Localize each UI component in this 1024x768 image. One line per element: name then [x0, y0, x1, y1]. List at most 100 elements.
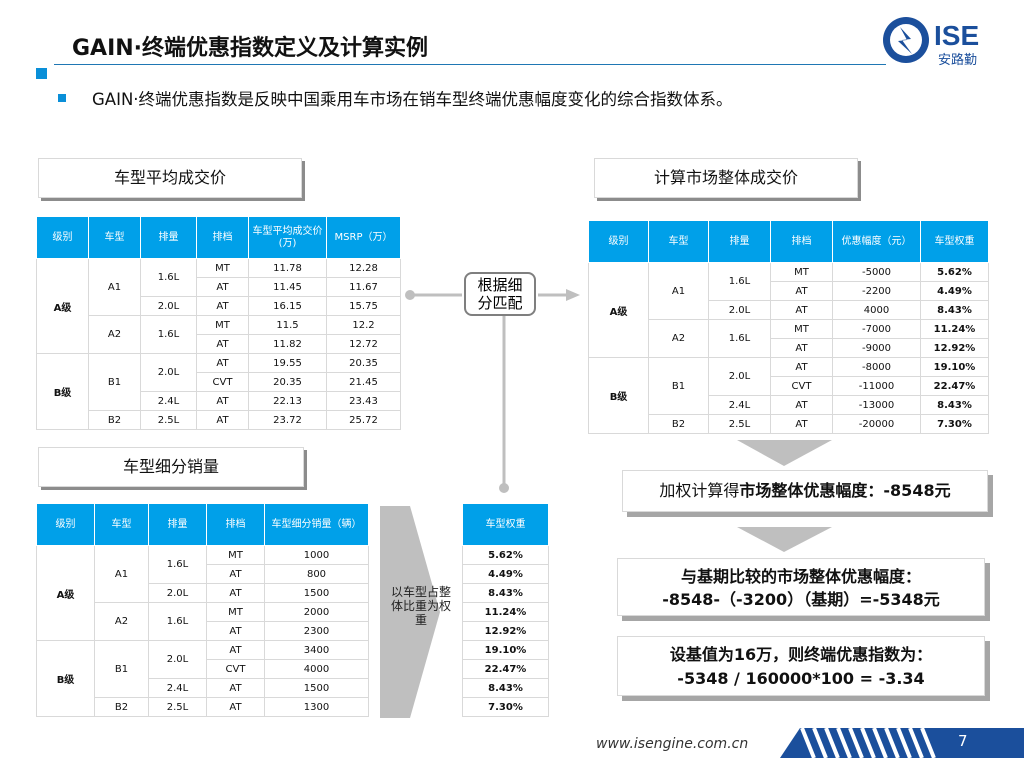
table-cell: 11.24%: [920, 319, 989, 339]
table-cell: AT: [770, 414, 833, 434]
table-cell: MT: [206, 602, 265, 622]
table-cell: 1.6L: [140, 258, 197, 297]
table-cell: 21.45: [326, 372, 401, 392]
result-weighted-discount: 加权计算得市场整体优惠幅度：-8548元: [622, 470, 988, 512]
table-header: 车型权重: [920, 220, 989, 263]
table-cell: 11.24%: [462, 602, 549, 622]
table-cell: B级: [588, 357, 649, 434]
table-cell: -8000: [832, 357, 921, 377]
table-cell: -7000: [832, 319, 921, 339]
table-cell: A级: [36, 258, 89, 354]
table-header: 车型: [648, 220, 709, 263]
table-cell: 8.43%: [920, 395, 989, 415]
table-cell: MT: [770, 262, 833, 282]
corner-square-icon: [36, 68, 47, 79]
table-cell: AT: [196, 391, 249, 411]
table-cell: A级: [588, 262, 649, 358]
table-cell: AT: [196, 353, 249, 373]
table-cell: 22.47%: [920, 376, 989, 396]
table-cell: 8.43%: [462, 583, 549, 603]
table-cell: 12.72: [326, 334, 401, 354]
table-cell: 25.72: [326, 410, 401, 430]
table-cell: 7.30%: [920, 414, 989, 434]
table-cell: -2200: [832, 281, 921, 301]
table-cell: MT: [770, 319, 833, 339]
table-cell: 11.45: [248, 277, 327, 297]
table-cell: B级: [36, 640, 95, 717]
table-cell: 23.72: [248, 410, 327, 430]
table-cell: CVT: [770, 376, 833, 396]
bullet-square-icon: [58, 94, 66, 102]
table-cell: 2.4L: [148, 678, 207, 698]
table-cell: AT: [196, 410, 249, 430]
table-cell: 11.82: [248, 334, 327, 354]
table-cell: A2: [94, 602, 149, 641]
table-cell: A级: [36, 545, 95, 641]
table-header: 排档: [196, 216, 249, 259]
table-cell: AT: [770, 395, 833, 415]
table-cell: 2.0L: [140, 353, 197, 392]
table-cell: 4.49%: [920, 281, 989, 301]
table-cell: 2.5L: [708, 414, 771, 434]
table-header: 车型权重: [462, 503, 549, 546]
table-cell: 1500: [264, 678, 369, 698]
table-header: 优惠幅度（元）: [832, 220, 921, 263]
table-cell: B2: [94, 697, 149, 717]
table-cell: 1.6L: [148, 545, 207, 584]
table-cell: 8.43%: [920, 300, 989, 320]
table-cell: 1.6L: [148, 602, 207, 641]
result-line: -5348 / 160000*100 = -3.34: [677, 669, 925, 688]
table-cell: 2.0L: [708, 357, 771, 396]
table-cell: MT: [206, 545, 265, 565]
table-cell: 12.28: [326, 258, 401, 278]
table-header: 排量: [140, 216, 197, 259]
page-number: 7: [958, 732, 968, 750]
table-cell: 12.92%: [920, 338, 989, 358]
table-cell: 11.78: [248, 258, 327, 278]
table-cell: 1.6L: [140, 315, 197, 354]
table-cell: 2000: [264, 602, 369, 622]
table-header: MSRP（万）: [326, 216, 401, 259]
result-line: 与基期比较的市场整体优惠幅度：: [680, 567, 921, 586]
table-cell: B2: [88, 410, 141, 430]
table-cell: 22.47%: [462, 659, 549, 679]
table-cell: 2.0L: [148, 640, 207, 679]
table-cell: 23.43: [326, 391, 401, 411]
table-cell: AT: [206, 564, 265, 584]
table-cell: 11.5: [248, 315, 327, 335]
table-cell: A1: [94, 545, 149, 603]
table-cell: B1: [88, 353, 141, 411]
table-cell: 22.13: [248, 391, 327, 411]
table-cell: 8.43%: [462, 678, 549, 698]
table-cell: 800: [264, 564, 369, 584]
result-index: 设基值为16万，则终端优惠指数为： -5348 / 160000*100 = -…: [617, 636, 985, 696]
table-cell: A1: [648, 262, 709, 320]
table-cell: 12.2: [326, 315, 401, 335]
page-title: GAIN·终端优惠指数定义及计算实例: [72, 36, 429, 61]
table-header: 排量: [708, 220, 771, 263]
section-sales: 车型细分销量: [38, 447, 304, 487]
table-cell: AT: [206, 583, 265, 603]
table-cell: 1.6L: [708, 262, 771, 301]
table-cell: AT: [196, 277, 249, 297]
table-cell: AT: [770, 281, 833, 301]
footer-stripe-band: [780, 727, 1024, 759]
table-cell: 4000: [832, 300, 921, 320]
table-cell: -20000: [832, 414, 921, 434]
table-cell: 1.6L: [708, 319, 771, 358]
table-cell: 19.10%: [462, 640, 549, 660]
result-base-comparison: 与基期比较的市场整体优惠幅度： -8548-（-3200）（基期）=-5348元: [617, 558, 985, 616]
table-cell: 2.5L: [148, 697, 207, 717]
table-cell: 2.4L: [140, 391, 197, 411]
table-cell: 1000: [264, 545, 369, 565]
table-cell: MT: [196, 258, 249, 278]
table-header: 级别: [36, 216, 89, 259]
ise-logo: ISE 安路勤: [883, 17, 979, 68]
table-header: 级别: [588, 220, 649, 263]
table-cell: 1300: [264, 697, 369, 717]
result-line: -8548-（-3200）（基期）=-5348元: [662, 590, 940, 609]
table-cell: B1: [94, 640, 149, 698]
table-cell: AT: [196, 296, 249, 316]
result-prefix: 加权计算得: [659, 481, 740, 500]
